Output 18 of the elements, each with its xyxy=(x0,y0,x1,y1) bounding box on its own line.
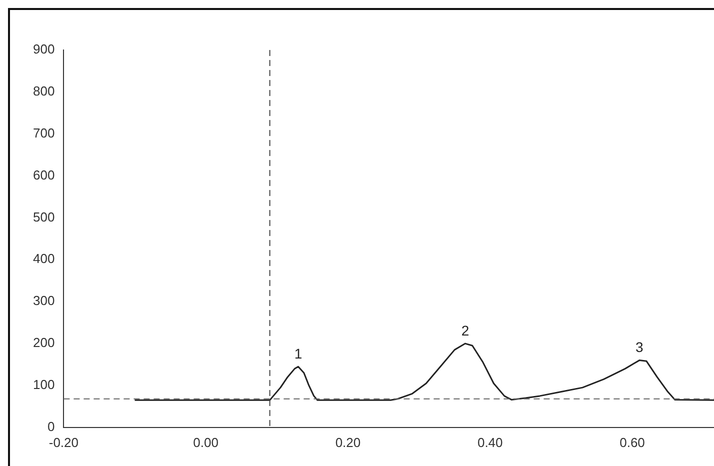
x-tick-label: 0.60 xyxy=(620,434,645,450)
y-tick-label: 700 xyxy=(32,125,55,140)
annotation: 1 xyxy=(294,345,302,362)
y-tick-label: 400 xyxy=(32,251,55,266)
y-tick-label: 0 xyxy=(47,418,55,434)
x-tick-label: 0.00 xyxy=(193,434,218,450)
x-tick-label: -0.20 xyxy=(48,434,79,450)
y-tick-label: 800 xyxy=(32,84,55,99)
x-tick-label: 0.40 xyxy=(477,434,503,450)
y-tick-label: 200 xyxy=(32,335,55,350)
y-tick-label: 500 xyxy=(32,209,55,224)
x-tick-label: 0.20 xyxy=(335,434,361,450)
y-tick-label: 600 xyxy=(32,167,55,182)
annotation: 3 xyxy=(635,339,644,356)
y-tick-label: 900 xyxy=(32,42,55,57)
y-tick-label: 300 xyxy=(32,293,55,308)
y-tick-label: 100 xyxy=(32,377,55,392)
annotation: 2 xyxy=(461,322,470,338)
